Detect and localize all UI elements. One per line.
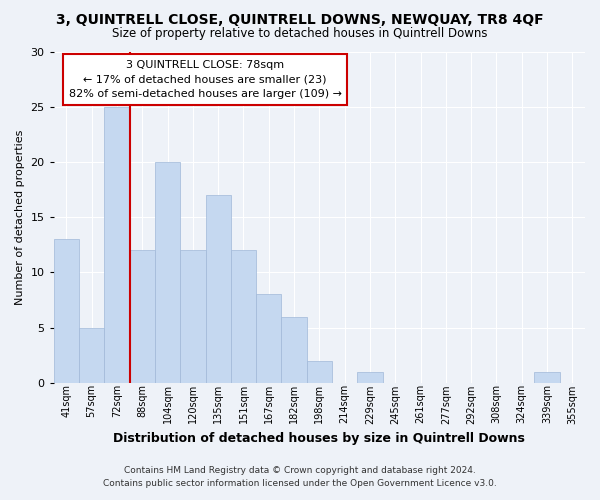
Bar [358, 372, 383, 383]
Bar [307, 360, 332, 383]
Text: Contains HM Land Registry data © Crown copyright and database right 2024.
Contai: Contains HM Land Registry data © Crown c… [103, 466, 497, 487]
Bar [54, 239, 79, 383]
Y-axis label: Number of detached properties: Number of detached properties [15, 130, 25, 305]
Bar [104, 106, 130, 383]
Bar [130, 250, 155, 383]
Bar [256, 294, 281, 383]
Bar [155, 162, 180, 383]
Bar [79, 328, 104, 383]
Bar [281, 316, 307, 383]
Bar [231, 250, 256, 383]
Text: 3, QUINTRELL CLOSE, QUINTRELL DOWNS, NEWQUAY, TR8 4QF: 3, QUINTRELL CLOSE, QUINTRELL DOWNS, NEW… [56, 12, 544, 26]
Text: 3 QUINTRELL CLOSE: 78sqm
← 17% of detached houses are smaller (23)
82% of semi-d: 3 QUINTRELL CLOSE: 78sqm ← 17% of detach… [68, 60, 341, 100]
Text: Size of property relative to detached houses in Quintrell Downs: Size of property relative to detached ho… [112, 28, 488, 40]
X-axis label: Distribution of detached houses by size in Quintrell Downs: Distribution of detached houses by size … [113, 432, 525, 445]
Bar [535, 372, 560, 383]
Bar [180, 250, 206, 383]
Bar [206, 195, 231, 383]
